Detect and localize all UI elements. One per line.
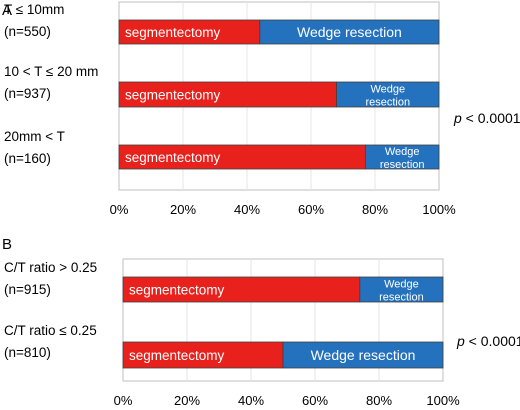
panel-a-segmentectomy-bar xyxy=(118,19,261,45)
panel-b-category-n: (n=915) xyxy=(4,282,51,297)
panel-b-x-tick-label: 0% xyxy=(114,393,133,408)
panel-a-x-tick-label: 100% xyxy=(422,202,456,217)
panel-b-x-tick-label: 60% xyxy=(302,393,328,408)
panel-a-wedge-resection-bar xyxy=(336,81,440,108)
panel-a-label: A xyxy=(2,2,12,19)
panel-a-x-tick-label: 0% xyxy=(110,202,129,217)
panel-b-segmentectomy-bar-label: segmentectomy xyxy=(129,283,225,298)
panel-b-segmentectomy-bar xyxy=(122,341,284,369)
panel-a-wedge-resection-bar-label: Wedge resection xyxy=(297,24,402,40)
panel-b-segmentectomy-bar xyxy=(122,276,361,303)
panel-a-category-label: T ≤ 10mm xyxy=(4,2,64,17)
panel-a-wedge-resection-bar-label: resection xyxy=(365,97,410,109)
panel-b-x-tick-label: 40% xyxy=(238,393,264,408)
panel-a-x-tick-label: 40% xyxy=(234,202,260,217)
panel-a-segmentectomy-bar xyxy=(118,81,338,108)
panel-b-x-tick-label: 100% xyxy=(426,393,460,408)
panel-a-x-tick-label: 60% xyxy=(298,202,324,217)
panel-b-wedge-resection-bar xyxy=(282,341,444,369)
panel-a-wedge-resection-bar-label: resection xyxy=(380,159,425,171)
panel-a-category-n: (n=160) xyxy=(4,151,51,166)
panel-b-x-tick-label: 20% xyxy=(174,393,200,408)
panel-a-segmentectomy-bar-label: segmentectomy xyxy=(125,25,221,40)
panel-a-category-n: (n=550) xyxy=(4,24,51,39)
panel-b-category-label: C/T ratio ≤ 0.25 xyxy=(4,323,97,338)
panel-a-chart: segmentectomy Wedge resection T ≤ 10mm (n=5… xyxy=(4,1,520,217)
panel-b-segmentectomy-bar-label: segmentectomy xyxy=(129,348,225,363)
panel-a-x-tick-label: 20% xyxy=(170,202,196,217)
panel-b-category-label: C/T ratio > 0.25 xyxy=(4,260,97,275)
panel-a-category-label: 20mm < T xyxy=(4,129,65,144)
panel-a-wedge-resection-bar-label: Wedge xyxy=(370,84,405,96)
panel-b-x-tick-label: 80% xyxy=(366,393,392,408)
panel-a-segmentectomy-bar xyxy=(118,144,366,170)
panel-b-wedge-resection-bar-label: Wedge resection xyxy=(311,347,416,363)
panel-b-frame xyxy=(122,258,444,382)
panel-a-x-tick-label: 80% xyxy=(362,202,388,217)
panel-a-segmentectomy-bar-label: segmentectomy xyxy=(125,88,221,103)
panel-b-wedge-resection-bar xyxy=(359,276,444,303)
panel-a-p-value: p < 0.0001 xyxy=(453,110,520,126)
panel-a-category-n: (n=937) xyxy=(4,86,51,101)
panel-b-label: B xyxy=(2,236,12,253)
panel-a-wedge-resection-bar xyxy=(259,19,440,45)
panel-a-category-label: 10 < T ≤ 20 mm xyxy=(4,64,98,79)
panel-b-wedge-resection-bar-label: resection xyxy=(379,292,424,304)
panel-b-p-value: p < 0.0001 xyxy=(456,333,520,349)
panel-a-wedge-resection-bar xyxy=(364,144,440,170)
panel-b-wedge-resection-bar-label: Wedge xyxy=(384,279,419,291)
panel-a-segmentectomy-bar-label: segmentectomy xyxy=(125,150,221,165)
panel-a-wedge-resection-bar-label: Wedge xyxy=(385,146,420,158)
panel-b-category-n: (n=810) xyxy=(4,345,51,360)
